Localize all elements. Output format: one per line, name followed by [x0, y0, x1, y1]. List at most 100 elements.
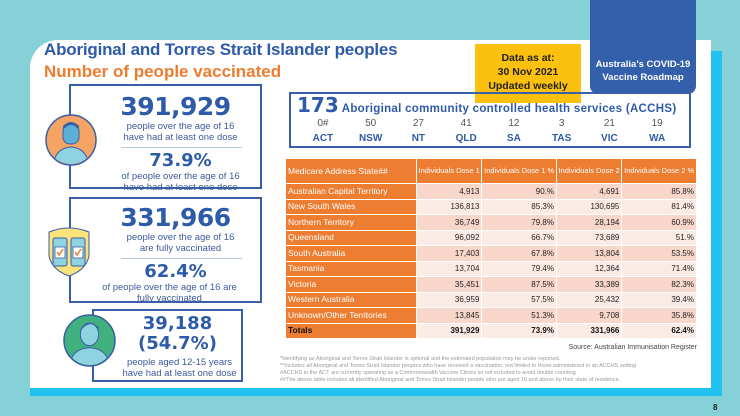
value-cell: 331,966	[556, 323, 622, 338]
table-row: South Australia 17,403 67.8% 13,804 53.5%	[286, 246, 696, 261]
totals-row: Totals 391,929 73.9% 331,966 62.4%	[286, 323, 696, 338]
acchs-state-act: 0# ACT	[299, 118, 347, 145]
table-row: Northern Territory 36,749 79.8% 28,194 60.9%	[286, 215, 696, 230]
value-cell: 4,691	[556, 184, 622, 199]
dose1-stat-box: 391,929 people over the age of 16 have ha…	[69, 84, 262, 193]
value-cell: 82.3%	[622, 277, 696, 292]
value-cell: 130,695	[556, 199, 622, 214]
state-cell: Northern Territory	[286, 215, 416, 230]
footnote: ##The above table includes all identifie…	[280, 377, 621, 383]
acchs-count: 27	[412, 118, 424, 129]
value-cell: 391,929	[417, 323, 482, 338]
value-cell: 66.7%	[482, 230, 556, 245]
value-cell: 36,749	[417, 215, 482, 230]
vaccine-shield-icon	[48, 227, 90, 277]
footnote: **Includes all Aboriginal and Torres Str…	[280, 363, 637, 369]
footnotes: *Identifying as Aboriginal and Torres St…	[280, 356, 636, 384]
value-cell: 96,092	[417, 230, 482, 245]
table-row: Victoria 35,451 87.5% 33,389 82.3%	[286, 277, 696, 292]
footnote: *Identifying as Aboriginal and Torres St…	[280, 356, 561, 362]
column-header: Individuals Dose 1	[417, 159, 482, 183]
acchs-state-sa: 12 SA	[490, 118, 538, 145]
column-header: Individuals Dose 2 %	[622, 159, 696, 183]
value-cell: 4,913	[417, 184, 482, 199]
acchs-box: 173 Aboriginal community controlled healt…	[289, 92, 691, 148]
value-cell: 53.5%	[622, 246, 696, 261]
state-cell: South Australia	[286, 246, 416, 261]
acchs-count: 19	[651, 118, 663, 129]
column-header: Individuals Dose 1 %	[482, 159, 556, 183]
table-row: Tasmania 13,704 79.4% 12,364 71.4%	[286, 261, 696, 276]
column-header: Medicare Address State##	[286, 159, 416, 183]
state-cell: Unknown/Other Territories	[286, 308, 416, 323]
state-cell: Queensland	[286, 230, 416, 245]
dose2-pct: 62.4%	[144, 261, 207, 282]
footnote: #ACCHS in the ACT are currently operatin…	[280, 370, 576, 376]
roadmap-label-1: Australia's COVID-19	[595, 59, 691, 70]
state-cell: Tasmania	[286, 261, 416, 276]
dose1-pct: 73.9%	[149, 150, 212, 171]
acchs-state: QLD	[455, 133, 477, 144]
youth-count: 39,188	[142, 313, 213, 334]
source-note: Source: Australian Immunisation Register	[568, 344, 697, 351]
value-cell: 35.8%	[622, 308, 696, 323]
acchs-total: 173	[297, 93, 339, 117]
value-cell: 39.4%	[622, 292, 696, 307]
acchs-state-wa: 19 WA	[633, 118, 681, 145]
acchs-state-vic: 21 VIC	[586, 118, 634, 145]
person-icon	[45, 114, 97, 166]
data-date: 30 Nov 2021	[497, 66, 559, 78]
value-cell: 90.%	[482, 184, 556, 199]
value-cell: 85.8%	[622, 184, 696, 199]
dose2-count: 331,966	[120, 203, 231, 232]
value-cell: 73.9%	[482, 323, 556, 338]
value-cell: 33,389	[556, 277, 622, 292]
page-number: 8	[713, 403, 718, 412]
table-row: Australian Capital Territory 4,913 90.% 4,6…	[286, 184, 696, 199]
acchs-state-nt: 27 NT	[395, 118, 443, 145]
divider	[121, 147, 242, 148]
table-row: Queensland 96,092 66.7% 73,689 51.%	[286, 230, 696, 245]
youth-stat-box: 39,188 (54.7%) people aged 12-15 years ha…	[92, 309, 243, 382]
value-cell: 62.4%	[622, 323, 696, 338]
table-row: Western Australia 36,959 57.5% 25,432 39.4%	[286, 292, 696, 307]
value-cell: 79.4%	[482, 261, 556, 276]
acchs-title: Aboriginal community controlled health s…	[341, 103, 677, 115]
value-cell: 51.%	[622, 230, 696, 245]
dose2-pct-desc: of people over the age of 16 are fully va…	[102, 282, 237, 304]
acchs-state: WA	[649, 133, 666, 144]
acchs-count: 21	[603, 118, 615, 129]
acchs-count: 3	[558, 118, 565, 129]
roadmap-label-2: Vaccine Roadmap	[602, 72, 684, 83]
state-cell: Western Australia	[286, 292, 416, 307]
divider	[121, 258, 242, 259]
update-frequency: Updated weekly	[488, 80, 568, 92]
table-header-row: Medicare Address State## Individuals Dose…	[286, 159, 696, 183]
youth-person-icon	[63, 314, 116, 367]
acchs-state: SA	[506, 133, 521, 144]
acchs-count: 41	[460, 118, 472, 129]
table-row: New South Wales 136,813 85.3% 130,695 81.4%	[286, 199, 696, 214]
acchs-state: NSW	[358, 133, 383, 144]
acchs-state-nsw: 50 NSW	[347, 118, 395, 145]
acchs-count: 50	[365, 118, 377, 129]
acchs-state-tas: 3 TAS	[538, 118, 586, 145]
value-cell: 13,804	[556, 246, 622, 261]
acchs-state-qld: 41 QLD	[442, 118, 490, 145]
value-cell: 17,403	[417, 246, 482, 261]
acchs-state: ACT	[312, 133, 334, 144]
acchs-state-list: 0# ACT 50 NSW 27 NT 41 QLD 12 SA 3 TAS 21 VIC 19 WA	[291, 118, 689, 145]
roadmap-tab[interactable]: Australia's COVID-19 Vaccine Roadmap	[590, 0, 696, 94]
dose1-count: 391,929	[120, 92, 231, 121]
dose2-stat-box: 331,966 people over the age of 16 are ful…	[69, 197, 262, 304]
value-cell: 79.8%	[482, 215, 556, 230]
dose1-count-desc: people over the age of 16 have had at lea…	[123, 121, 238, 143]
value-cell: 25,432	[556, 292, 622, 307]
value-cell: 60.9%	[622, 215, 696, 230]
acchs-heading: 173 Aboriginal community controlled healt…	[297, 94, 676, 117]
youth-pct: (54.7%)	[138, 333, 217, 354]
value-cell: 71.4%	[622, 261, 696, 276]
state-cell: New South Wales	[286, 199, 416, 214]
value-cell: 85.3%	[482, 199, 556, 214]
value-cell: 81.4%	[622, 199, 696, 214]
